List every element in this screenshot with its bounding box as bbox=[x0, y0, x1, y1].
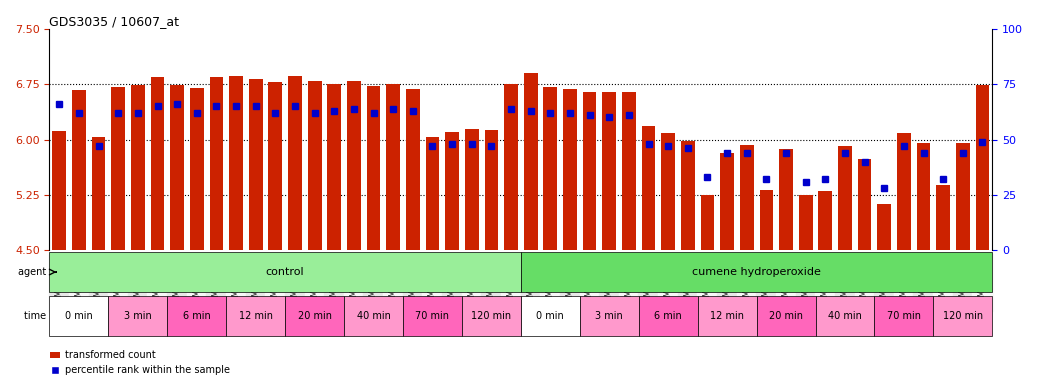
Bar bbox=[698, 296, 757, 336]
Bar bbox=[780, 149, 793, 250]
Text: 0 min: 0 min bbox=[65, 311, 92, 321]
Bar bbox=[50, 296, 108, 336]
Bar bbox=[91, 137, 106, 250]
Text: 12 min: 12 min bbox=[239, 311, 273, 321]
Bar bbox=[641, 126, 655, 250]
Bar bbox=[345, 296, 403, 336]
Text: 12 min: 12 min bbox=[710, 311, 744, 321]
Bar bbox=[521, 252, 992, 292]
Bar bbox=[838, 146, 852, 250]
Bar bbox=[818, 191, 832, 250]
Bar bbox=[170, 85, 184, 250]
Bar bbox=[816, 296, 874, 336]
Text: 3 min: 3 min bbox=[596, 311, 623, 321]
Bar bbox=[445, 132, 459, 250]
Bar bbox=[327, 84, 342, 250]
Bar bbox=[426, 137, 439, 250]
Text: 120 min: 120 min bbox=[471, 311, 512, 321]
Bar bbox=[701, 195, 714, 250]
Bar bbox=[897, 133, 910, 250]
Legend: transformed count, percentile rank within the sample: transformed count, percentile rank withi… bbox=[47, 346, 234, 379]
Text: GDS3035 / 10607_at: GDS3035 / 10607_at bbox=[50, 15, 180, 28]
Bar bbox=[167, 296, 226, 336]
Bar bbox=[956, 143, 969, 250]
Text: 3 min: 3 min bbox=[124, 311, 152, 321]
Text: time: time bbox=[24, 311, 50, 321]
Bar bbox=[249, 79, 263, 250]
Bar bbox=[210, 77, 223, 250]
Text: 70 min: 70 min bbox=[415, 311, 449, 321]
Bar bbox=[347, 81, 361, 250]
Bar bbox=[661, 133, 675, 250]
Bar bbox=[485, 130, 498, 250]
Text: 20 min: 20 min bbox=[769, 311, 803, 321]
Bar bbox=[307, 81, 322, 250]
Text: 40 min: 40 min bbox=[828, 311, 862, 321]
Bar bbox=[544, 87, 557, 250]
Bar bbox=[131, 85, 144, 250]
Bar bbox=[50, 252, 521, 292]
Text: agent: agent bbox=[18, 267, 50, 277]
Bar bbox=[366, 86, 381, 250]
Text: 120 min: 120 min bbox=[943, 311, 983, 321]
Bar bbox=[580, 296, 638, 336]
Text: control: control bbox=[266, 267, 304, 277]
Bar bbox=[857, 159, 872, 250]
Text: 0 min: 0 min bbox=[537, 311, 565, 321]
Bar bbox=[760, 190, 773, 250]
Bar bbox=[681, 141, 694, 250]
Bar bbox=[269, 82, 282, 250]
Text: 20 min: 20 min bbox=[298, 311, 331, 321]
Text: 6 min: 6 min bbox=[183, 311, 211, 321]
Text: 6 min: 6 min bbox=[654, 311, 682, 321]
Bar bbox=[582, 92, 597, 250]
Bar bbox=[622, 93, 636, 250]
Bar bbox=[874, 296, 933, 336]
Bar bbox=[72, 89, 86, 250]
Bar bbox=[720, 153, 734, 250]
Bar bbox=[151, 77, 164, 250]
Bar bbox=[229, 76, 243, 250]
Bar bbox=[521, 296, 580, 336]
Bar bbox=[799, 195, 813, 250]
Bar bbox=[108, 296, 167, 336]
Bar bbox=[386, 84, 400, 250]
Bar bbox=[406, 89, 419, 250]
Bar bbox=[524, 73, 538, 250]
Bar bbox=[504, 84, 518, 250]
Text: 70 min: 70 min bbox=[886, 311, 921, 321]
Bar bbox=[465, 129, 479, 250]
Bar bbox=[111, 86, 126, 250]
Text: 40 min: 40 min bbox=[357, 311, 390, 321]
Bar bbox=[289, 76, 302, 250]
Bar bbox=[226, 296, 285, 336]
Bar bbox=[933, 296, 992, 336]
Bar bbox=[190, 88, 203, 250]
Bar bbox=[976, 85, 989, 250]
Bar bbox=[877, 204, 891, 250]
Bar bbox=[285, 296, 345, 336]
Bar bbox=[403, 296, 462, 336]
Bar bbox=[462, 296, 521, 336]
Bar bbox=[638, 296, 698, 336]
Bar bbox=[740, 146, 754, 250]
Bar bbox=[52, 131, 66, 250]
Bar bbox=[602, 92, 617, 250]
Bar bbox=[917, 143, 930, 250]
Bar bbox=[936, 185, 950, 250]
Text: cumene hydroperoxide: cumene hydroperoxide bbox=[692, 267, 821, 277]
Bar bbox=[563, 89, 577, 250]
Bar bbox=[757, 296, 816, 336]
